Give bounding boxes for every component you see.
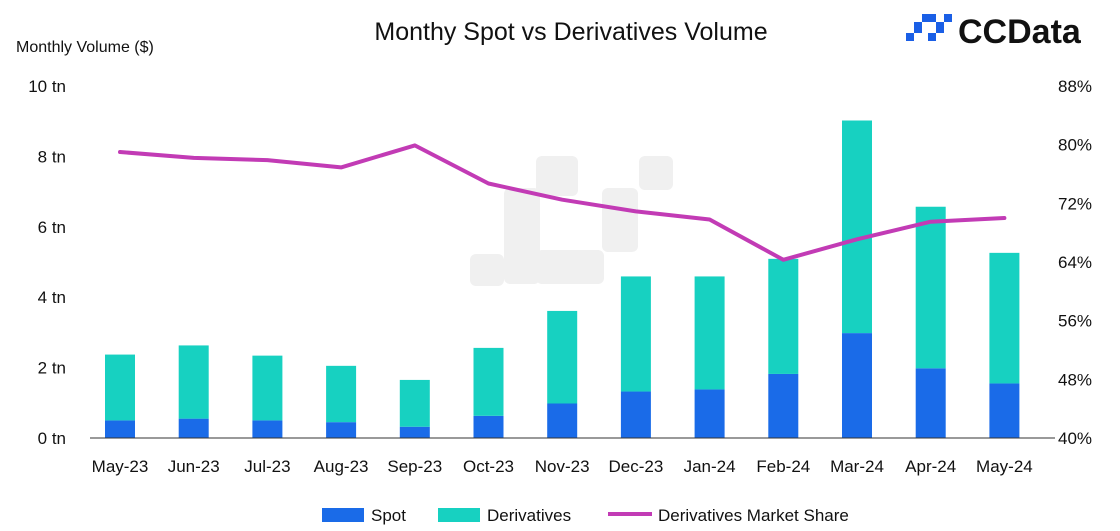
x-tick-label: Aug-23 — [314, 457, 369, 476]
x-tick-label: Oct-23 — [463, 457, 514, 476]
bar-spot — [915, 368, 946, 438]
bar-derivatives — [694, 276, 725, 390]
y-right-tick-label: 48% — [1058, 370, 1092, 389]
x-tick-label: Jan-24 — [684, 457, 736, 476]
bar-spot — [547, 403, 578, 438]
y-right-tick-label: 72% — [1058, 194, 1092, 213]
bar-derivatives — [399, 379, 430, 427]
bar-derivatives — [105, 354, 135, 421]
watermark-logo — [470, 156, 673, 286]
bar-spot — [399, 426, 430, 438]
y-right-tick-label: 40% — [1058, 429, 1092, 448]
x-tick-label: May-24 — [976, 457, 1033, 476]
bar-derivatives — [842, 120, 872, 334]
x-tick-label: Sep-23 — [387, 457, 442, 476]
y-left-tick-label: 4 tn — [38, 288, 66, 307]
x-axis: May-23 Jun-23 Jul-23 Aug-23 Sep-23 Oct-23 Nov-… — [92, 457, 1033, 476]
y-right-tick-label: 88% — [1058, 77, 1092, 96]
legend-market-share-label: Derivatives Market Share — [658, 506, 849, 525]
y-left-tick-label: 10 tn — [28, 77, 66, 96]
ccdata-logo-icon — [906, 14, 952, 41]
ccdata-logo: CCData — [906, 13, 1082, 51]
x-tick-label: Apr-24 — [905, 457, 956, 476]
bar-derivatives — [252, 355, 283, 421]
legend-spot-swatch — [322, 508, 364, 522]
bar-spot — [620, 391, 651, 438]
y-left-tick-label: 6 tn — [38, 218, 66, 237]
bar-derivatives — [326, 365, 357, 423]
bar-derivatives — [915, 206, 946, 369]
chart-title: Monthy Spot vs Derivatives Volume — [374, 18, 767, 46]
x-tick-label: Dec-23 — [608, 457, 663, 476]
bar-derivatives — [768, 258, 799, 374]
bar-spot — [326, 422, 357, 438]
bar-derivatives — [989, 252, 1020, 384]
legend-spot-label: Spot — [371, 506, 406, 525]
y-left-tick-label: 0 tn — [38, 429, 66, 448]
x-tick-label: Nov-23 — [535, 457, 590, 476]
bar-spot — [842, 333, 872, 438]
legend-derivatives-label: Derivatives — [487, 506, 571, 525]
legend: Spot Derivatives Derivatives Market Shar… — [322, 506, 849, 525]
ccdata-logo-text: CCData — [958, 13, 1082, 51]
bar-derivatives — [178, 345, 209, 419]
y-left-tick-label: 2 tn — [38, 359, 66, 378]
x-tick-label: Jul-23 — [244, 457, 290, 476]
bar-spot — [694, 389, 725, 438]
y-axis-title: Monthly Volume ($) — [16, 39, 154, 56]
bar-derivatives — [473, 347, 504, 416]
bar-spot — [252, 420, 283, 438]
bar-derivatives — [547, 310, 578, 404]
y-right-tick-label: 80% — [1058, 136, 1092, 155]
right-axis: 40% 48% 56% 64% 72% 80% 88% — [1058, 77, 1092, 448]
bar-spot — [473, 415, 504, 438]
x-tick-label: May-23 — [92, 457, 149, 476]
left-axis: 0 tn 2 tn 4 tn 6 tn 8 tn 10 tn — [28, 77, 66, 448]
bars-layer — [105, 120, 1020, 438]
y-left-tick-label: 8 tn — [38, 147, 66, 166]
y-right-tick-label: 64% — [1058, 253, 1092, 272]
legend-derivatives-swatch — [438, 508, 480, 522]
bar-spot — [178, 418, 209, 438]
x-tick-label: Mar-24 — [830, 457, 884, 476]
bar-spot — [768, 373, 799, 438]
market-share-line-layer — [118, 143, 1007, 262]
bar-derivatives — [620, 276, 651, 392]
y-right-tick-label: 56% — [1058, 312, 1092, 331]
x-tick-label: Jun-23 — [168, 457, 220, 476]
bar-spot — [989, 383, 1020, 438]
x-tick-label: Feb-24 — [756, 457, 810, 476]
bar-spot — [105, 420, 135, 438]
